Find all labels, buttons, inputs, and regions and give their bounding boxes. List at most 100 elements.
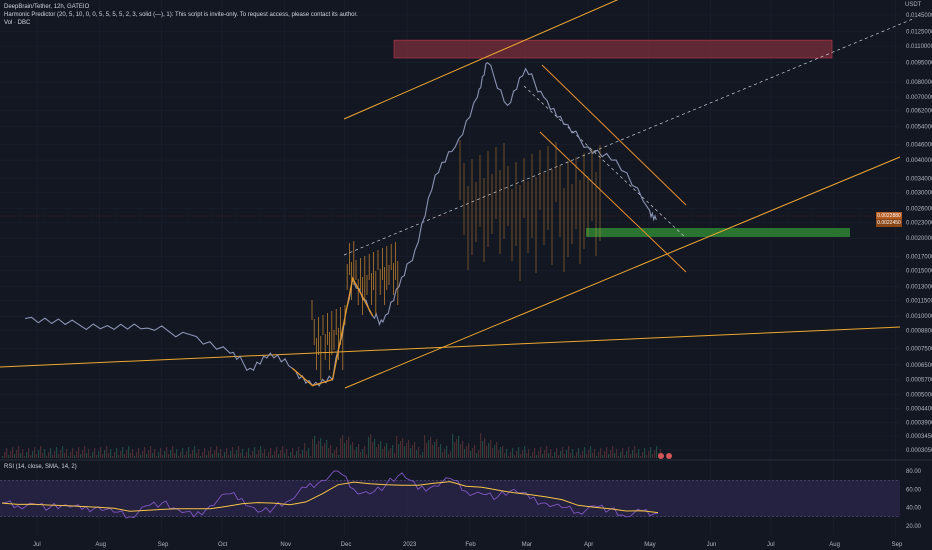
- volume-bar: [330, 445, 332, 458]
- volume-bar: [176, 449, 178, 458]
- volume-bar: [496, 442, 498, 458]
- volume-bar: [402, 438, 404, 458]
- volume-bar: [122, 447, 124, 458]
- volume-bar: [462, 441, 464, 458]
- volume-bar: [296, 451, 298, 458]
- volume-bar: [502, 446, 504, 458]
- volume-bar: [638, 449, 640, 458]
- indicator-label[interactable]: Harmonic Predictor (20, 5, 10, 0, 0, 5, …: [4, 12, 358, 18]
- volume-bar: [126, 450, 128, 458]
- volume-bar: [642, 452, 644, 458]
- rsi-tick-label: 80.00: [906, 469, 922, 475]
- volume-bar: [266, 456, 268, 458]
- volume-bar: [380, 441, 382, 458]
- volume-label[interactable]: Vol · DBC: [4, 20, 31, 26]
- volume-bar: [318, 441, 320, 458]
- current-price-subtag: 0.0022450: [876, 219, 902, 227]
- volume-bar: [140, 455, 142, 458]
- volume-bar: [650, 447, 652, 458]
- rsi-panel: [0, 459, 932, 519]
- volume-bar: [390, 448, 392, 458]
- volume-bar: [612, 446, 614, 458]
- volume-bar: [370, 434, 372, 458]
- volume-bar: [360, 452, 362, 458]
- time-tick-label: Aug: [95, 542, 106, 548]
- time-tick-label: Oct: [218, 542, 228, 548]
- symbol-label[interactable]: DeepBrain/Tether, 12h, GATEIO: [4, 4, 90, 10]
- volume-bar: [190, 454, 192, 458]
- volume-bar: [244, 456, 246, 458]
- volume-bar: [348, 437, 350, 458]
- volume-bar: [482, 441, 484, 458]
- volume-bar: [460, 444, 462, 458]
- volume-bar: [622, 448, 624, 458]
- volume-bar: [396, 436, 398, 458]
- volume-bar: [530, 456, 532, 458]
- time-tick-label: Jul: [767, 542, 775, 548]
- price-tick-label: 0.0030000: [906, 190, 932, 196]
- volume-bar: [448, 454, 450, 458]
- volume-bar: [94, 448, 96, 458]
- volume-bar: [392, 445, 394, 458]
- price-tick-label: 0.0062000: [906, 109, 932, 115]
- volume-bar: [306, 451, 308, 458]
- volume-bar: [332, 453, 334, 458]
- volume-bar: [590, 446, 592, 458]
- volume-bar: [582, 451, 584, 458]
- volume-bar: [646, 455, 648, 458]
- volume-bar: [194, 446, 196, 458]
- volume-bar: [142, 451, 144, 458]
- currency-label: USDT: [905, 2, 922, 8]
- volume-bar: [422, 452, 424, 458]
- volume-bar: [536, 455, 538, 458]
- volume-bar: [512, 448, 514, 458]
- volume-bar: [598, 452, 600, 458]
- price-tick-label: 0.0005700: [906, 378, 932, 384]
- volume-bar: [86, 453, 88, 458]
- current-price-tag: 0.0022880: [876, 212, 902, 220]
- chart-legend: DeepBrain/Tether, 12h, GATEIO Harmonic P…: [4, 3, 358, 27]
- volume-bar: [616, 449, 618, 458]
- volume-bar: [56, 447, 58, 458]
- volume-bar: [656, 446, 658, 458]
- volume-bar: [426, 443, 428, 458]
- volume-bar: [428, 440, 430, 458]
- volume-bar: [432, 445, 434, 458]
- rsi-legend[interactable]: RSI (14, close, SMA, 14, 2): [4, 464, 77, 470]
- volume-bar: [414, 442, 416, 458]
- volume-bar: [566, 450, 568, 458]
- volume-bar: [64, 453, 66, 458]
- volume-bar: [540, 447, 542, 458]
- volume-bar: [320, 438, 322, 458]
- volume-bar: [514, 455, 516, 458]
- volume-bar: [152, 453, 154, 458]
- volume-bar: [500, 447, 502, 458]
- volume-bar: [166, 447, 168, 458]
- volume-bar: [202, 452, 204, 458]
- volume-bar: [538, 451, 540, 458]
- volume-bar: [406, 443, 408, 458]
- volume-bar: [640, 456, 642, 458]
- volume-bar: [74, 455, 76, 458]
- volume-bar: [522, 450, 524, 458]
- volume-bar: [200, 456, 202, 458]
- volume-bar: [388, 451, 390, 458]
- volume-bar: [438, 447, 440, 458]
- volume-bar: [356, 447, 358, 458]
- volume-bar: [604, 451, 606, 458]
- price-tick-label: 0.0095000: [906, 61, 932, 67]
- price-tick-label: 0.0110000: [906, 44, 932, 50]
- volume-bar: [476, 453, 478, 458]
- price-tick-label: 0.0015000: [906, 269, 932, 275]
- volume-bar: [596, 456, 598, 458]
- volume-bar: [338, 455, 340, 458]
- volume-bar: [304, 443, 306, 458]
- volume-bar: [250, 455, 252, 458]
- current-price-value: 0.0022880: [877, 213, 901, 219]
- volume-bar: [568, 446, 570, 458]
- volume-bar: [382, 449, 384, 458]
- time-tick-label: Sep: [158, 542, 169, 548]
- price-tick-label: 0.0023000: [906, 220, 932, 226]
- volume-bar: [374, 439, 376, 458]
